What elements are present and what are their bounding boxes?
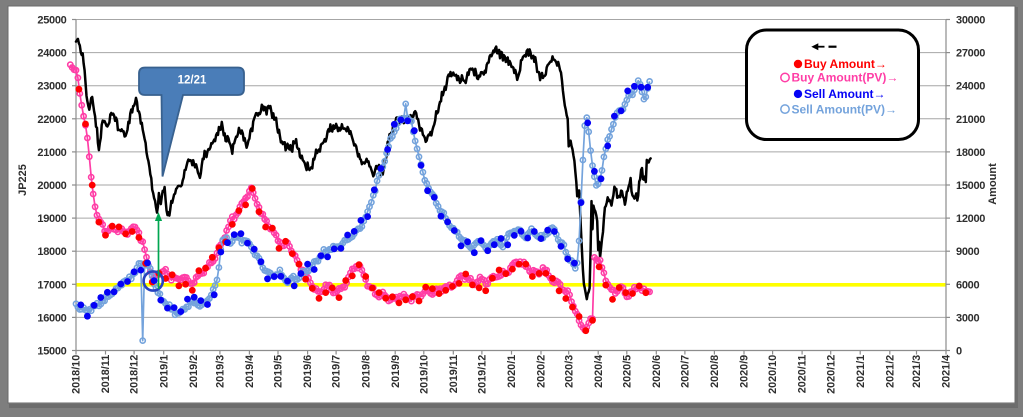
svg-text:Buy Amount(PV)→: Buy Amount(PV)→ [792,71,899,85]
svg-text:2019/10: 2019/10 [418,355,430,394]
svg-text:19000: 19000 [37,213,66,225]
svg-text:30000: 30000 [956,15,985,27]
svg-text:2018/10: 2018/10 [71,355,83,394]
svg-text:21000: 21000 [37,147,66,159]
svg-text:2019/2: 2019/2 [188,355,200,388]
svg-text:27000: 27000 [956,48,985,60]
svg-text:2019/9: 2019/9 [390,355,402,388]
svg-text:24000: 24000 [956,81,985,93]
svg-text:0: 0 [956,346,962,358]
svg-text:Sell Amount→: Sell Amount→ [804,87,886,101]
svg-text:12000: 12000 [956,213,985,225]
svg-text:2019/1: 2019/1 [158,355,170,388]
svg-text:24000: 24000 [37,48,66,60]
svg-text:2019/6: 2019/6 [302,355,314,388]
svg-text:2020/2: 2020/2 [536,355,548,388]
svg-text:21000: 21000 [956,114,985,126]
svg-text:2019/4: 2019/4 [244,355,256,388]
svg-text:15000: 15000 [37,346,66,358]
svg-text:3000: 3000 [956,312,979,324]
svg-text:2020/12: 2020/12 [825,355,837,394]
svg-text:2020/8: 2020/8 [709,355,721,388]
svg-text:25000: 25000 [37,15,66,27]
svg-text:2019/7: 2019/7 [331,355,343,388]
svg-text:2018/12: 2018/12 [129,355,141,394]
svg-text:16000: 16000 [37,312,66,324]
svg-text:2019/12: 2019/12 [477,355,489,394]
svg-text:Sell Amount(PV)→: Sell Amount(PV)→ [792,102,898,116]
svg-text:2020/5: 2020/5 [621,355,633,388]
svg-text:Buy Amount→: Buy Amount→ [804,57,887,71]
svg-text:JP225: JP225 [17,164,29,196]
svg-text:2019/5: 2019/5 [273,355,285,388]
svg-text:18000: 18000 [37,246,66,258]
svg-text:6000: 6000 [956,279,979,291]
svg-text:20000: 20000 [37,180,66,192]
svg-text:2020/11: 2020/11 [797,355,809,393]
svg-text:23000: 23000 [37,81,66,93]
svg-text:15000: 15000 [956,180,985,192]
svg-text:2020/4: 2020/4 [593,355,605,388]
svg-text:2019/3: 2019/3 [215,355,227,388]
svg-text:2020/7: 2020/7 [680,355,692,388]
svg-text:2020/9: 2020/9 [739,355,751,388]
svg-text:17000: 17000 [37,279,66,291]
svg-text:18000: 18000 [956,147,985,159]
svg-text:2020/3: 2020/3 [563,355,575,388]
svg-text:2021/4: 2021/4 [941,355,953,388]
svg-text:2020/10: 2020/10 [767,355,779,394]
svg-text:2021/3: 2021/3 [911,355,923,388]
svg-text:12/21: 12/21 [178,75,207,87]
svg-text:2019/8: 2019/8 [360,355,372,388]
svg-text:2018/11: 2018/11 [100,355,112,393]
svg-text:Amount: Amount [987,163,999,205]
svg-text:2020/6: 2020/6 [651,355,663,388]
svg-text:22000: 22000 [37,114,66,126]
svg-text:2019/11: 2019/11 [448,355,460,393]
svg-text:9000: 9000 [956,246,979,258]
svg-text:2021/1: 2021/1 [855,355,867,388]
svg-text:2021/2: 2021/2 [884,355,896,388]
svg-text:2020/1: 2020/1 [506,355,518,388]
